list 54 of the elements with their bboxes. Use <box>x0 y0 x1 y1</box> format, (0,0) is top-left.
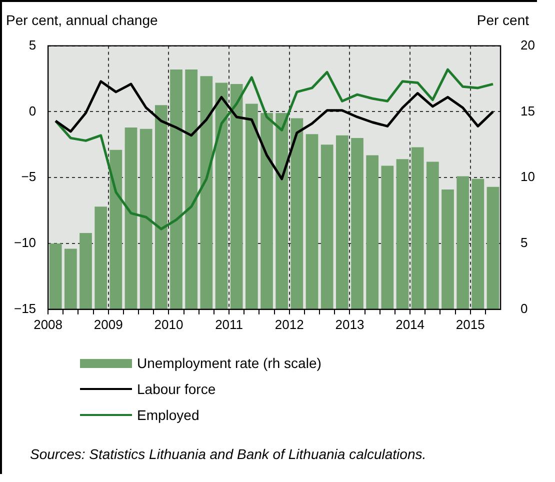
y2-tick-label: 0 <box>520 300 528 316</box>
bar <box>411 147 424 310</box>
bar <box>366 155 379 310</box>
y-tick-label: −10 <box>14 235 36 250</box>
bar <box>260 113 273 310</box>
bar <box>456 176 470 310</box>
bar <box>486 186 500 310</box>
y2-tick-label: 15 <box>520 103 536 118</box>
bar <box>64 248 77 310</box>
x-tick-label: 2011 <box>215 316 244 332</box>
bar <box>290 118 304 310</box>
y-tick-label: 0 <box>28 103 36 118</box>
bar <box>442 189 454 310</box>
bar <box>170 70 182 310</box>
y2-tick-label: 20 <box>520 37 536 52</box>
bar <box>230 84 243 310</box>
bar <box>320 144 334 310</box>
bar <box>49 244 62 310</box>
y-tick-label: −15 <box>14 300 36 316</box>
x-tick-label: 2014 <box>396 316 425 332</box>
bar <box>94 206 108 310</box>
bar <box>306 134 318 310</box>
legend-label: Labour force <box>137 381 216 397</box>
x-tick-label: 2010 <box>154 316 184 332</box>
source-note: Sources: Statistics Lithuania and Bank of Lithuania calculations. <box>29 446 428 462</box>
y-tick-label: 5 <box>28 37 36 52</box>
bar <box>80 232 92 310</box>
bar <box>336 135 348 310</box>
bar <box>140 128 152 310</box>
y2-tick-label: 5 <box>520 235 528 250</box>
bar <box>351 138 364 310</box>
bar <box>472 178 484 310</box>
bar <box>110 150 122 310</box>
bar <box>185 70 198 310</box>
y-axis-title: Per cent, annual change <box>6 12 158 28</box>
bar <box>154 105 168 310</box>
x-tick-label: 2008 <box>34 316 63 332</box>
bar <box>215 82 228 310</box>
x-tick-label: 2009 <box>94 316 123 332</box>
y-tick-label: −5 <box>21 169 36 184</box>
bar <box>381 166 394 310</box>
bar <box>396 159 409 310</box>
x-tick-label: 2013 <box>335 316 364 332</box>
bar <box>124 128 138 310</box>
x-tick-label: 2012 <box>274 316 304 332</box>
legend-label: Unemployment rate (rh scale) <box>137 355 322 371</box>
y2-axis-title: Per cent <box>476 12 529 28</box>
legend-label: Employed <box>137 407 200 423</box>
x-tick-label: 2015 <box>456 316 485 332</box>
y2-tick-label: 10 <box>520 169 536 184</box>
bar <box>245 104 258 310</box>
bar <box>200 76 213 310</box>
bar <box>426 162 439 310</box>
bar <box>276 113 288 310</box>
